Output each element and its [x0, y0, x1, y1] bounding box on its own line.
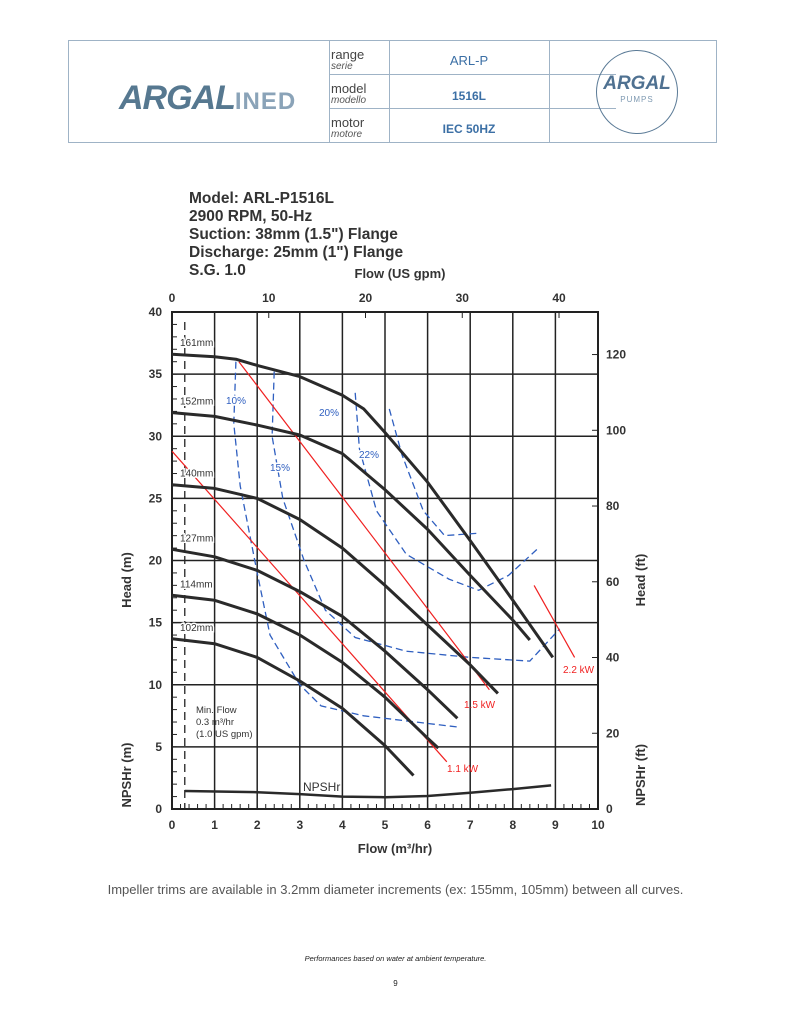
impeller-label: 102mm	[180, 623, 213, 634]
impeller-label: 114mm	[180, 579, 213, 590]
title-discharge: Discharge: 25mm (1") Flange	[189, 244, 404, 261]
impeller-label: 140mm	[180, 469, 213, 480]
efficiency-label: 15%	[270, 463, 290, 474]
motor-label: motor motore	[331, 115, 365, 140]
row-divider	[329, 41, 616, 75]
npshr-label: NPSHr	[303, 780, 340, 794]
model-label: model modello	[331, 81, 367, 106]
min-flow-label: Min. Flow	[196, 705, 237, 716]
power-line-0	[171, 450, 448, 763]
chart-title: Model: ARL-P1516L 2900 RPM, 50-Hz Suctio…	[189, 190, 403, 280]
x-tick-label: 1	[211, 818, 218, 832]
x-tick-label: 6	[424, 818, 431, 832]
x-tick-label: 4	[339, 818, 346, 832]
efficiency-label: 22%	[359, 450, 379, 461]
head-curve-161mm	[171, 352, 555, 659]
y2-tick-label: 0	[606, 802, 613, 816]
head-curve-140mm	[171, 483, 499, 695]
plot-frame	[171, 311, 599, 810]
y-tick-label: 40	[149, 305, 163, 319]
impeller-label: 127mm	[180, 533, 213, 544]
efficiency-curve-0	[233, 361, 458, 728]
x-tick-label: 9	[552, 818, 559, 832]
page-number: 9	[393, 979, 398, 988]
y-axis-npsh-label: NPSHr (m)	[119, 742, 134, 807]
power-line-2	[533, 585, 576, 658]
head-curve-114mm	[171, 593, 440, 750]
y2-tick-label: 80	[606, 499, 620, 513]
impeller-label: 152mm	[180, 397, 213, 408]
header-table: ARGALINED range serie ARL-P model modello …	[68, 40, 717, 143]
y-tick-label: 35	[149, 367, 163, 381]
x-tick-label: 7	[467, 818, 474, 832]
title-rpm: 2900 RPM, 50-Hz	[189, 208, 313, 225]
efficiency-label: 10%	[226, 396, 246, 407]
range-label: range serie	[331, 47, 365, 72]
efficiency-curve-2	[354, 392, 539, 592]
y-tick-label: 25	[149, 491, 163, 505]
x-tick-label: 3	[296, 818, 303, 832]
row-divider	[329, 75, 616, 109]
x2-tick-label: 40	[552, 291, 566, 305]
x-tick-label: 8	[509, 818, 516, 832]
argal-pumps-seal: ARGAL PUMPS	[596, 50, 678, 134]
power-label: 1.1 kW	[447, 764, 479, 775]
power-line-1	[238, 361, 490, 691]
head-curve-127mm	[171, 547, 459, 720]
x-tick-label: 5	[382, 818, 389, 832]
efficiency-label: 20%	[319, 408, 339, 419]
y2-axis-label: Head (ft)	[633, 554, 648, 607]
x-tick-label: 10	[591, 818, 605, 832]
x-tick-label: 2	[254, 818, 261, 832]
x2-tick-label: 10	[262, 291, 276, 305]
y2-axis-npsh-label: NPSHr (ft)	[633, 744, 648, 806]
performance-note: Performances based on water at ambient t…	[304, 954, 487, 963]
y2-tick-label: 120	[606, 348, 626, 362]
efficiency-curve-1	[271, 371, 561, 662]
min-flow-label: (1.0 US gpm)	[196, 729, 253, 740]
y-axis-label: Head (m)	[119, 552, 134, 608]
impeller-trim-note: Impeller trims are available in 3.2mm di…	[107, 882, 684, 897]
x2-tick-label: 30	[456, 291, 470, 305]
head-curve-102mm	[171, 637, 415, 777]
y-tick-label: 15	[149, 616, 163, 630]
min-flow-label: 0.3 m³/hr	[196, 717, 234, 728]
logo-cell: ARGALINED	[69, 41, 330, 142]
y-tick-label: 10	[149, 678, 163, 692]
y2-tick-label: 40	[606, 651, 620, 665]
y2-tick-label: 60	[606, 575, 620, 589]
title-sg: S.G. 1.0	[189, 262, 246, 279]
motor-value: IEC 50HZ	[442, 122, 496, 136]
x-axis-label: Flow (m³/hr)	[358, 841, 432, 856]
y2-tick-label: 20	[606, 726, 620, 740]
y-tick-label: 5	[155, 740, 162, 754]
efficiency-curve-3	[388, 408, 479, 537]
x2-tick-label: 20	[359, 291, 373, 305]
y2-tick-label: 100	[606, 423, 626, 437]
x2-tick-label: 0	[169, 291, 176, 305]
power-label: 1.5 kW	[464, 700, 496, 711]
argal-lined-logo: ARGALINED	[119, 79, 297, 117]
y-tick-label: 20	[149, 554, 163, 568]
head-curve-152mm	[171, 411, 531, 641]
y-tick-label: 30	[149, 429, 163, 443]
range-value: ARL-P	[449, 53, 489, 68]
title-suction: Suction: 38mm (1.5") Flange	[189, 226, 398, 243]
x-tick-label: 0	[169, 818, 176, 832]
label-column	[329, 41, 390, 142]
value-column	[389, 41, 550, 142]
impeller-label: 161mm	[180, 338, 213, 349]
y-tick-label: 0	[155, 802, 162, 816]
power-label: 2.2 kW	[563, 665, 595, 676]
model-value: 1516L	[451, 89, 487, 103]
npshr-curve	[184, 784, 552, 799]
title-model: Model: ARL-P1516L	[189, 190, 334, 207]
x2-axis-label: Flow (US gpm)	[355, 266, 446, 281]
